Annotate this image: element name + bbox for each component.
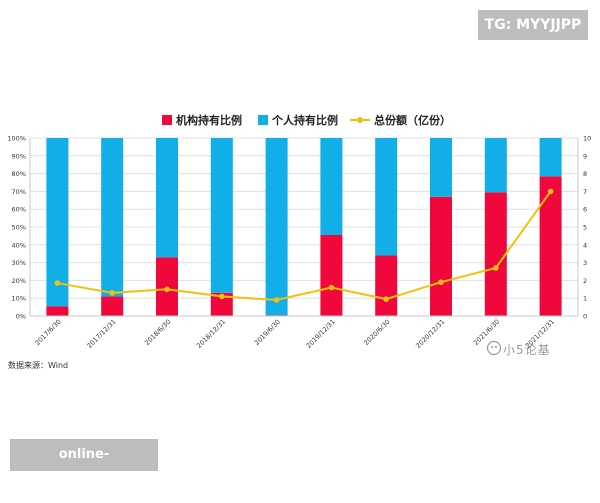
x-tick-label: 2017/6/30 (34, 318, 63, 347)
bar-institutional (210, 292, 233, 316)
y-right-tick-label: 9 (583, 152, 587, 160)
data-source-note: 数据来源：Wind (8, 361, 69, 370)
bar-institutional (101, 296, 124, 316)
holding-structure-chart: 0% 10% 20% 30% 40% 50% 60% 70% 80% 90% 100% 0 1 2 3 4 5 6… (7, 113, 591, 350)
total-shares-line (54, 188, 554, 303)
legend-label-institutional: 机构持有比例 (176, 113, 242, 127)
bar-individual (156, 138, 178, 258)
bar-individual (430, 138, 452, 197)
site-badge: online-soccerbet.com (10, 439, 158, 494)
bar-institutional (430, 196, 452, 316)
bar-institutional (320, 235, 343, 316)
legend-swatch-individual (258, 115, 268, 125)
y-right-tick-label: 4 (583, 241, 587, 249)
total-shares-point (328, 284, 335, 291)
bar-individual (101, 138, 124, 297)
total-shares-point (109, 290, 115, 296)
total-shares-point (493, 265, 499, 271)
x-tick-label: 2019/12/31 (305, 318, 337, 350)
total-shares-point (164, 286, 170, 293)
y-right-tick-label: 5 (583, 224, 587, 232)
y-left-tick-label: 100% (7, 135, 26, 143)
y-left-tick-label: 90% (12, 152, 26, 160)
total-shares-polyline (57, 190, 552, 301)
bar-individual (210, 138, 233, 293)
legend: 机构持有比例 个人持有比例 总份额（亿份） (162, 113, 451, 127)
bar-institutional (539, 176, 562, 316)
bars (46, 138, 562, 316)
wechat-logo-icon (486, 340, 502, 356)
total-shares-point (438, 279, 444, 285)
y-right-tick-label: 1 (583, 295, 587, 303)
y-left-tick-label: 40% (12, 241, 26, 249)
y-right-tick-label: 0 (583, 313, 587, 321)
legend-swatch-institutional (162, 115, 172, 125)
y-right-tick-label: 8 (583, 170, 587, 178)
bar-individual (539, 138, 562, 177)
bar-individual (484, 138, 507, 193)
x-tick-label: 2020/6/30 (362, 318, 391, 347)
bar-individual (46, 138, 69, 307)
legend-marker-total (357, 117, 363, 123)
bar-institutional (375, 255, 398, 316)
y-right-tick-label: 3 (583, 259, 587, 267)
total-shares-point (383, 296, 390, 302)
bar-individual (375, 138, 398, 256)
bar-institutional (484, 192, 507, 316)
watermark-text: 小5论基 (503, 343, 551, 357)
bar-individual (320, 138, 343, 236)
x-tick-label: 2020/12/31 (414, 318, 446, 350)
y-right-tick-label: 10 (583, 135, 591, 143)
legend-label-individual: 个人持有比例 (271, 113, 338, 127)
y-right-tick-label: 7 (583, 188, 587, 196)
bar-individual (265, 138, 288, 316)
y-left-tick-label: 30% (12, 259, 26, 267)
bar-institutional (46, 306, 69, 316)
y-left-tick-label: 50% (12, 224, 26, 232)
y-left-tick-label: 60% (12, 206, 26, 214)
y-left-tick-label: 10% (12, 295, 26, 303)
total-shares-point (54, 280, 61, 286)
y-left-tick-label: 20% (12, 277, 26, 285)
x-tick-label: 2018/12/31 (195, 318, 227, 350)
y-left-tick-label: 0% (16, 313, 26, 321)
total-shares-point (547, 188, 554, 195)
y-left-tick-label: 70% (12, 188, 26, 196)
total-shares-point (273, 297, 280, 303)
y-right-tick-label: 2 (583, 277, 587, 285)
legend-label-total: 总份额（亿份） (374, 113, 451, 127)
total-shares-point (219, 293, 225, 300)
x-tick-label: 2018/6/30 (143, 318, 172, 347)
x-tick-label: 2019/6/30 (253, 318, 282, 347)
y-left-tick-label: 80% (12, 170, 26, 178)
y-right-tick-label: 6 (583, 206, 587, 214)
x-tick-label: 2017/12/31 (85, 318, 117, 350)
telegram-badge: TG: MYYJJPP (478, 10, 588, 40)
